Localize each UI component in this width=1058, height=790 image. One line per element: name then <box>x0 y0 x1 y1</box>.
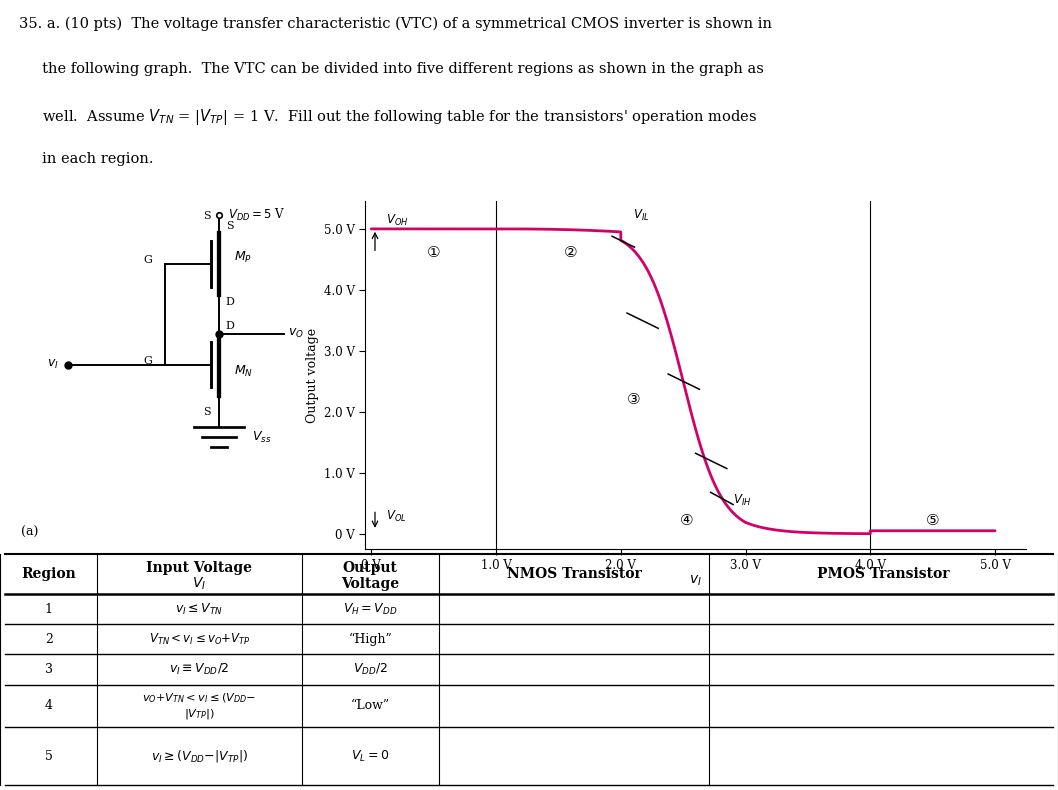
Text: $V_{TN}{<}v_I{\leq}v_O{+}V_{TP}$: $V_{TN}{<}v_I{\leq}v_O{+}V_{TP}$ <box>148 632 251 647</box>
Text: D: D <box>225 297 235 307</box>
Text: the following graph.  The VTC can be divided into five different regions as show: the following graph. The VTC can be divi… <box>19 62 764 76</box>
Text: G: G <box>144 356 152 366</box>
Text: 4: 4 <box>44 699 53 713</box>
Text: $v_O{+}V_{TN}{<}v_I{\leq}(V_{DD}{-}$: $v_O{+}V_{TN}{<}v_I{\leq}(V_{DD}{-}$ <box>143 691 256 705</box>
Text: $v_I \equiv V_{DD}/2$: $v_I \equiv V_{DD}/2$ <box>169 662 230 677</box>
Text: Output: Output <box>343 561 398 575</box>
Text: G: G <box>144 255 152 265</box>
Text: Input Voltage: Input Voltage <box>146 561 253 575</box>
Text: $v_I$: $v_I$ <box>48 359 59 371</box>
Text: well.  Assume $V_{TN}$ = |$V_{TP}$| = 1 V.  Fill out the following table for the: well. Assume $V_{TN}$ = |$V_{TP}$| = 1 V… <box>19 107 758 127</box>
Text: $v_O$: $v_O$ <box>288 327 304 340</box>
Text: PMOS Transistor: PMOS Transistor <box>817 567 950 581</box>
Text: $V_{DD}/2$: $V_{DD}/2$ <box>353 662 387 677</box>
Text: ①: ① <box>426 245 440 260</box>
Text: $V_L{=}0$: $V_L{=}0$ <box>351 749 389 764</box>
Text: (a): (a) <box>21 525 39 539</box>
Text: NMOS Transistor: NMOS Transistor <box>507 567 641 581</box>
Text: $V_I$: $V_I$ <box>193 576 206 592</box>
Text: “Low”: “Low” <box>351 699 389 713</box>
Text: ③: ③ <box>626 392 640 407</box>
Text: $M_N$: $M_N$ <box>234 364 253 379</box>
Text: S: S <box>203 407 211 416</box>
Text: ⑤: ⑤ <box>926 513 940 528</box>
Text: 3: 3 <box>44 663 53 676</box>
Text: S: S <box>203 211 211 220</box>
Text: $M_P$: $M_P$ <box>234 250 252 265</box>
Text: 35. a. (10 pts)  The voltage transfer characteristic (VTC) of a symmetrical CMOS: 35. a. (10 pts) The voltage transfer cha… <box>19 17 772 31</box>
Text: in each region.: in each region. <box>19 152 153 166</box>
Text: ②: ② <box>564 245 578 260</box>
Text: S: S <box>225 221 234 231</box>
Text: 1: 1 <box>44 603 53 616</box>
Text: $V_{IH}$: $V_{IH}$ <box>733 493 751 508</box>
Text: $V_{DD}=5$ V: $V_{DD}=5$ V <box>229 207 286 224</box>
Text: Region: Region <box>21 567 76 581</box>
Text: $V_{IL}$: $V_{IL}$ <box>634 208 650 223</box>
X-axis label: $v_I$: $v_I$ <box>689 574 703 589</box>
Text: D: D <box>225 321 235 331</box>
Text: $V_{OL}$: $V_{OL}$ <box>386 510 407 525</box>
Text: “High”: “High” <box>348 633 393 646</box>
Text: $V_H = V_{DD}$: $V_H = V_{DD}$ <box>343 602 398 617</box>
Text: $|V_{TP}|)$: $|V_{TP}|)$ <box>184 707 215 721</box>
Text: $v_I \leq V_{TN}$: $v_I \leq V_{TN}$ <box>176 602 223 617</box>
Text: $v_I{\geq}(V_{DD}{-}|V_{TP}|)$: $v_I{\geq}(V_{DD}{-}|V_{TP}|)$ <box>151 748 248 764</box>
Text: 5: 5 <box>44 750 53 763</box>
Y-axis label: Output voltage: Output voltage <box>307 328 320 423</box>
Text: $V_{OH}$: $V_{OH}$ <box>386 213 408 228</box>
Text: 2: 2 <box>44 633 53 646</box>
Text: Voltage: Voltage <box>342 577 399 591</box>
Text: $V_{ss}$: $V_{ss}$ <box>252 430 271 445</box>
Text: ④: ④ <box>680 513 694 528</box>
